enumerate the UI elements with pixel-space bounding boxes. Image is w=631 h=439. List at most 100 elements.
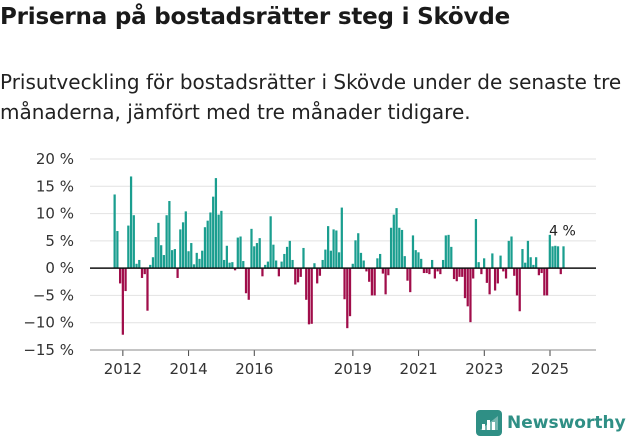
bar bbox=[425, 268, 428, 274]
bar bbox=[491, 253, 494, 269]
y-tick-label: 20 % bbox=[36, 150, 74, 168]
bar bbox=[198, 258, 201, 269]
bar bbox=[359, 252, 363, 269]
annotation-layer: 4 % bbox=[549, 223, 576, 239]
y-tick-label: 0 % bbox=[45, 259, 74, 277]
bar bbox=[395, 208, 398, 269]
newsworthy-logo-icon bbox=[476, 410, 502, 436]
bar bbox=[118, 268, 122, 284]
bar bbox=[324, 249, 327, 269]
bar bbox=[236, 237, 239, 269]
bar bbox=[559, 268, 562, 275]
bar bbox=[179, 229, 182, 269]
bar bbox=[244, 268, 248, 294]
bar bbox=[195, 252, 198, 269]
bar bbox=[562, 246, 565, 269]
bar bbox=[285, 246, 289, 269]
bar bbox=[321, 259, 324, 269]
bar bbox=[537, 268, 540, 276]
bar bbox=[162, 255, 166, 269]
bar bbox=[428, 268, 431, 275]
bar bbox=[266, 261, 270, 269]
bar bbox=[529, 257, 532, 269]
bar bbox=[264, 264, 267, 269]
bar bbox=[140, 268, 144, 278]
bar bbox=[203, 227, 207, 269]
bar bbox=[469, 268, 472, 323]
bar bbox=[132, 215, 135, 269]
bar bbox=[450, 246, 453, 269]
bar bbox=[414, 250, 417, 269]
chart-subtitle: Prisutveckling för bostadsrätter i Skövd… bbox=[0, 70, 622, 124]
x-axis: 2012 2014 2016 2019 2021 2023 2025 bbox=[90, 349, 596, 378]
bar bbox=[376, 258, 379, 269]
bar bbox=[554, 245, 557, 269]
bar bbox=[409, 268, 412, 293]
x-tick-label: 2014 bbox=[169, 360, 207, 378]
bar bbox=[411, 235, 415, 269]
bar bbox=[305, 268, 308, 300]
bar bbox=[502, 268, 505, 272]
bar bbox=[515, 268, 519, 296]
bar bbox=[403, 256, 406, 269]
bar bbox=[436, 268, 439, 272]
bar bbox=[368, 268, 371, 282]
bar bbox=[247, 268, 250, 300]
bar bbox=[480, 268, 483, 275]
bar bbox=[192, 264, 196, 269]
y-tick-label: 15 % bbox=[36, 177, 74, 195]
y-tick-label: −10 % bbox=[23, 314, 74, 332]
bar bbox=[337, 252, 341, 269]
bar bbox=[310, 268, 313, 324]
bar bbox=[329, 250, 332, 269]
bar bbox=[513, 268, 516, 276]
bar bbox=[209, 212, 212, 269]
bar bbox=[275, 260, 278, 269]
bar bbox=[354, 240, 357, 269]
bar bbox=[485, 268, 488, 283]
brand-name: Newsworthy bbox=[507, 413, 626, 433]
bar bbox=[556, 246, 560, 269]
brand-logo[interactable]: Newsworthy bbox=[476, 410, 626, 436]
bar bbox=[181, 222, 185, 269]
bar bbox=[327, 226, 330, 269]
bar bbox=[143, 268, 146, 275]
bar bbox=[466, 268, 469, 307]
bar bbox=[206, 220, 209, 269]
y-tick-label: 10 % bbox=[36, 205, 74, 223]
bar bbox=[474, 219, 478, 269]
bar bbox=[496, 268, 499, 284]
bar bbox=[223, 259, 226, 269]
bar bbox=[365, 268, 368, 272]
bar bbox=[220, 210, 223, 269]
bar bbox=[225, 245, 228, 269]
bar bbox=[157, 222, 160, 269]
bar bbox=[253, 246, 256, 269]
x-tick-label: 2023 bbox=[465, 360, 503, 378]
bar bbox=[400, 229, 404, 269]
bar bbox=[233, 268, 237, 271]
bar bbox=[389, 227, 393, 269]
bar bbox=[165, 215, 168, 269]
bar bbox=[488, 268, 491, 295]
bar bbox=[277, 268, 280, 277]
bar bbox=[370, 268, 374, 296]
bar bbox=[138, 259, 141, 269]
bar bbox=[420, 258, 423, 269]
bar bbox=[441, 259, 445, 269]
bar bbox=[272, 244, 275, 269]
bar bbox=[343, 268, 346, 300]
bar bbox=[483, 258, 486, 269]
bar bbox=[545, 268, 549, 296]
x-tick-label: 2012 bbox=[104, 360, 142, 378]
bar bbox=[373, 268, 376, 296]
bar bbox=[535, 257, 538, 269]
bar bbox=[332, 229, 335, 269]
y-tick-label: 5 % bbox=[45, 232, 74, 250]
bar bbox=[521, 249, 524, 269]
bar bbox=[228, 262, 231, 269]
bar bbox=[231, 262, 234, 269]
x-tick-label: 2025 bbox=[531, 360, 569, 378]
bar bbox=[184, 211, 187, 269]
